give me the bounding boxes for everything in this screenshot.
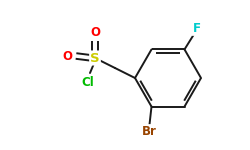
Text: F: F xyxy=(192,22,200,35)
Text: O: O xyxy=(90,27,100,39)
Text: S: S xyxy=(90,51,100,64)
Text: Cl: Cl xyxy=(82,75,94,88)
Text: O: O xyxy=(62,50,72,63)
Text: Br: Br xyxy=(142,125,157,138)
